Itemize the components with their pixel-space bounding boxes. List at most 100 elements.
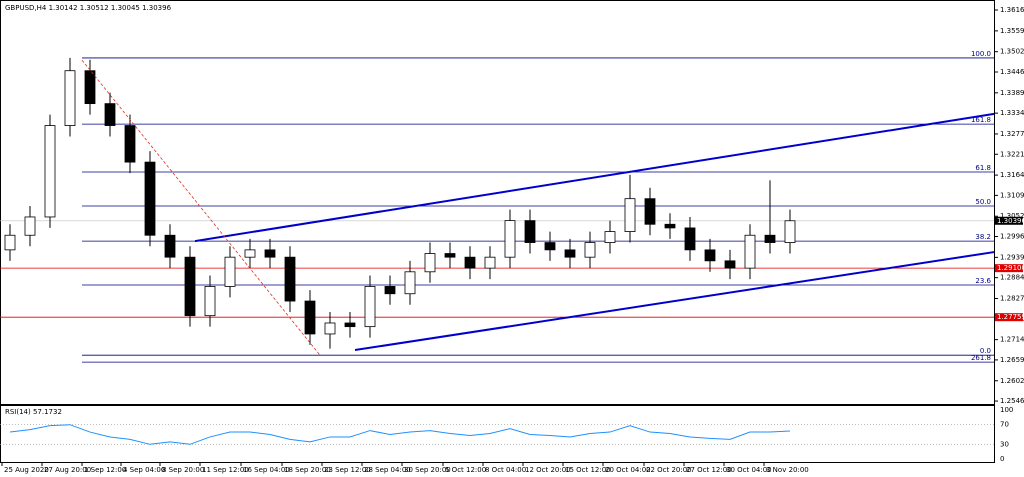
fib-label: 50.0 <box>975 198 991 206</box>
y-tick-label: 1.32770 <box>1000 130 1024 138</box>
y-tick-label: 1.26590 <box>1000 356 1024 364</box>
candle-body <box>604 231 616 243</box>
y-tick-label: 1.28840 <box>1000 274 1024 282</box>
rsi-panel <box>0 405 995 463</box>
fib-label: 161.8 <box>971 116 991 124</box>
candle-body <box>764 234 776 243</box>
rsi-tick-label: 30 <box>1000 440 1009 448</box>
rsi-title: RSI(14) 57.1732 <box>5 408 62 416</box>
candle-body <box>64 70 76 126</box>
x-tick-label: 16 Sep 04:00 <box>243 466 290 474</box>
candle-body <box>24 216 36 236</box>
x-tick-label: 22 Oct 20:00 <box>646 466 692 474</box>
x-tick-label: 20 Oct 04:00 <box>605 466 651 474</box>
trend-line <box>354 251 995 352</box>
candle-body <box>564 249 576 258</box>
candle-body <box>624 198 636 232</box>
candle-body <box>104 103 116 126</box>
candle-body <box>364 286 376 328</box>
candle-body <box>84 70 96 105</box>
fib-label: 0.0 <box>980 347 991 355</box>
candle-body <box>284 256 296 302</box>
candle-body <box>444 253 456 258</box>
candle-body <box>784 220 796 243</box>
fib-label: 261.8 <box>971 354 991 362</box>
rsi-tick-label: 100 <box>1000 406 1013 414</box>
x-tick-label: 12 Oct 20:00 <box>525 466 571 474</box>
candle-body <box>524 220 536 243</box>
price-tag-label: 1.27759 <box>997 313 1024 321</box>
candle-body <box>664 223 676 229</box>
candle-body <box>704 249 716 262</box>
candle-body <box>164 234 176 258</box>
candle-body <box>644 198 656 225</box>
price-tag-label: 1.29100 <box>997 264 1024 272</box>
y-tick-label: 1.27145 <box>1000 336 1024 344</box>
candle-body <box>384 286 396 295</box>
trend-line <box>194 112 995 243</box>
candle-body <box>504 220 516 258</box>
y-tick-label: 1.25465 <box>1000 397 1024 405</box>
candle-body <box>144 161 156 236</box>
candle-body <box>124 125 136 163</box>
candle-body <box>244 249 256 258</box>
y-tick-label: 1.29395 <box>1000 253 1024 261</box>
y-tick-label: 1.30520 <box>1000 212 1024 220</box>
x-tick-label: 23 Sep 12:00 <box>324 466 371 474</box>
price-tag <box>995 264 1023 273</box>
x-tick-label: 25 Aug 2020 <box>4 466 49 474</box>
price-tag <box>995 313 1023 322</box>
y-tick-label: 1.29965 <box>1000 233 1024 241</box>
candle-body <box>424 253 436 273</box>
candle-body <box>44 125 56 218</box>
candle-body <box>684 227 696 251</box>
candle-body <box>204 286 216 317</box>
chart-title: GBPUSD,H4 1.30142 1.30512 1.30045 1.3039… <box>5 4 172 12</box>
candle-body <box>264 249 276 258</box>
y-tick-label: 1.33895 <box>1000 89 1024 97</box>
y-tick-label: 1.34465 <box>1000 68 1024 76</box>
fib-label: 100.0 <box>971 50 991 58</box>
y-tick-label: 1.31090 <box>1000 191 1024 199</box>
candle-body <box>724 260 736 269</box>
y-tick-label: 1.31645 <box>1000 171 1024 179</box>
candle-body <box>464 256 476 269</box>
x-tick-label: 30 Sep 20:00 <box>404 466 451 474</box>
candle-body <box>184 256 196 317</box>
candle-body <box>4 234 16 251</box>
candle-body <box>544 242 556 251</box>
y-tick-label: 1.28270 <box>1000 294 1024 302</box>
fib-label: 61.8 <box>975 164 991 172</box>
y-tick-label: 1.35020 <box>1000 48 1024 56</box>
x-tick-label: 4 Sep 04:00 <box>123 466 165 474</box>
rsi-tick-label: 70 <box>1000 421 1009 429</box>
x-tick-label: 8 Oct 04:00 <box>485 466 526 474</box>
x-tick-label: 1 Sep 12:00 <box>84 466 126 474</box>
x-tick-label: 28 Sep 04:00 <box>364 466 411 474</box>
trend-line <box>81 59 321 356</box>
x-tick-label: 11 Sep 12:00 <box>202 466 249 474</box>
x-tick-label: 8 Sep 20:00 <box>162 466 204 474</box>
candle-body <box>484 256 496 269</box>
y-tick-label: 1.36160 <box>1000 6 1024 14</box>
current-price-label: 1.30396 <box>997 217 1024 225</box>
y-tick-label: 1.35590 <box>1000 27 1024 35</box>
y-tick-label: 1.26020 <box>1000 377 1024 385</box>
x-tick-label: 30 Oct 04:00 <box>726 466 772 474</box>
candle-body <box>304 300 316 335</box>
x-tick-label: 5 Oct 12:00 <box>445 466 486 474</box>
candle-body <box>744 234 756 269</box>
candle-body <box>224 256 236 287</box>
y-tick-label: 1.32215 <box>1000 150 1024 158</box>
current-price-tag <box>995 216 1023 225</box>
rsi-tick-label: 0 <box>1000 455 1004 463</box>
candle-body <box>584 242 596 258</box>
fib-label: 23.6 <box>975 277 991 285</box>
candle-body <box>324 322 336 335</box>
candle-body <box>344 322 356 328</box>
x-tick-label: 18 Sep 20:00 <box>284 466 331 474</box>
candle-body <box>404 271 416 295</box>
rsi-line <box>9 424 791 445</box>
x-tick-label: 27 Aug 20:00 <box>44 466 91 474</box>
